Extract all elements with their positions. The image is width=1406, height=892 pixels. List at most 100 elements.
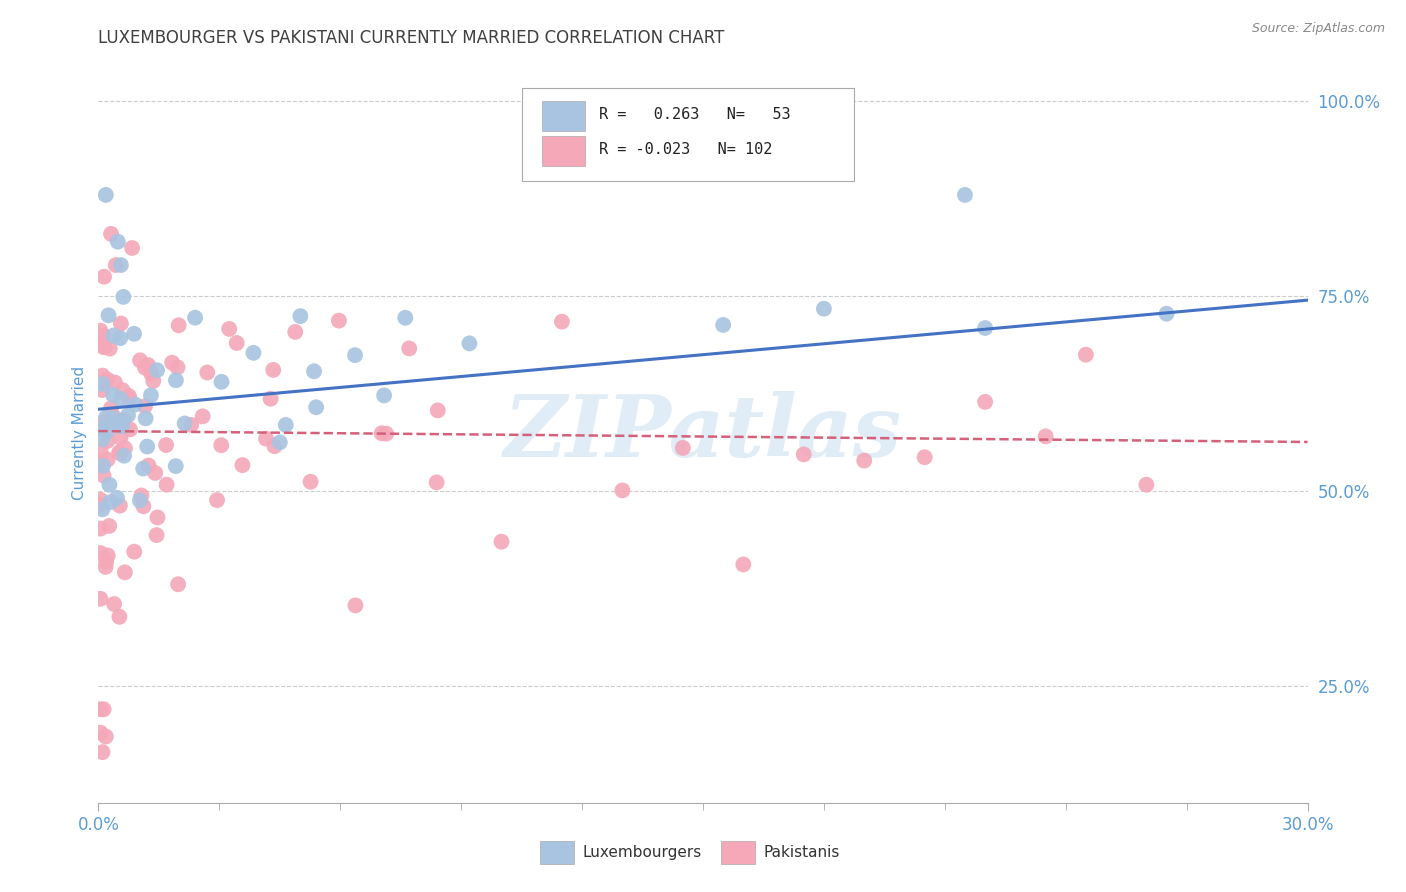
Point (914, 450, 936, 465)
Point (89, 522, 111, 536)
Point (112, 449, 135, 463)
Point (93, 702, 115, 716)
Point (124, 397, 146, 411)
Point (105, 491, 128, 505)
Point (136, 440, 159, 454)
Point (672, 441, 695, 455)
Point (91, 502, 114, 516)
Point (195, 366, 218, 380)
Point (89, 492, 111, 507)
Point (1135, 477, 1157, 491)
Point (142, 374, 165, 388)
Point (269, 435, 291, 450)
Point (89, 591, 111, 606)
Point (132, 500, 155, 514)
Point (134, 399, 156, 413)
Point (93, 269, 115, 284)
Point (89, 454, 111, 468)
Point (254, 432, 277, 446)
Point (111, 383, 134, 397)
Point (110, 392, 132, 406)
Point (108, 331, 131, 345)
Point (108, 499, 131, 513)
Point (344, 599, 367, 613)
FancyBboxPatch shape (543, 136, 585, 166)
Point (953, 188, 976, 202)
Point (394, 310, 416, 325)
Point (93, 340, 115, 354)
Point (132, 461, 155, 475)
Point (155, 477, 177, 491)
Point (108, 445, 131, 459)
Point (96, 373, 118, 387)
Point (100, 227, 122, 241)
Point (108, 609, 131, 624)
Point (166, 360, 188, 375)
Point (110, 431, 132, 445)
Point (89, 725, 111, 739)
Point (129, 353, 152, 368)
Point (107, 418, 129, 433)
Point (302, 364, 325, 378)
Point (813, 301, 835, 316)
Point (91, 433, 114, 447)
Point (104, 376, 127, 390)
Point (793, 447, 815, 461)
Point (108, 446, 131, 460)
Point (118, 392, 141, 406)
Point (218, 322, 240, 336)
Point (191, 409, 214, 424)
Point (274, 417, 297, 432)
Text: Source: ZipAtlas.com: Source: ZipAtlas.com (1251, 22, 1385, 36)
Point (118, 422, 141, 436)
Point (165, 373, 187, 387)
Point (135, 411, 157, 425)
Point (328, 313, 350, 327)
Point (94, 730, 117, 744)
Point (974, 395, 997, 409)
Point (97, 452, 120, 467)
Point (139, 388, 162, 402)
Point (122, 326, 145, 341)
Point (131, 488, 153, 502)
Point (104, 258, 127, 272)
Point (299, 475, 322, 489)
FancyBboxPatch shape (543, 101, 585, 130)
Point (103, 597, 125, 611)
Point (853, 453, 876, 467)
Point (184, 310, 207, 325)
Point (974, 321, 997, 335)
Point (108, 415, 131, 429)
Point (205, 493, 228, 508)
Point (146, 363, 169, 377)
Point (98, 342, 121, 356)
Point (263, 439, 285, 453)
Point (733, 558, 755, 572)
Point (89, 546, 111, 560)
Point (89, 443, 111, 458)
Point (167, 577, 190, 591)
Point (160, 356, 183, 370)
Point (111, 419, 134, 434)
Point (491, 534, 513, 549)
Point (110, 317, 132, 331)
Point (612, 483, 634, 498)
Point (259, 392, 281, 406)
Point (89, 702, 111, 716)
Text: Pakistanis: Pakistanis (763, 845, 839, 860)
Point (89, 324, 111, 338)
Point (97, 549, 120, 563)
Point (225, 336, 247, 351)
Point (91, 421, 114, 435)
Point (165, 459, 187, 474)
Point (97, 308, 120, 322)
Point (134, 360, 156, 375)
Point (91, 376, 114, 391)
Point (128, 493, 150, 508)
Point (93, 415, 115, 429)
Point (96, 434, 118, 448)
Point (344, 348, 367, 362)
Point (1035, 429, 1057, 443)
Point (136, 358, 159, 372)
FancyBboxPatch shape (540, 840, 574, 864)
